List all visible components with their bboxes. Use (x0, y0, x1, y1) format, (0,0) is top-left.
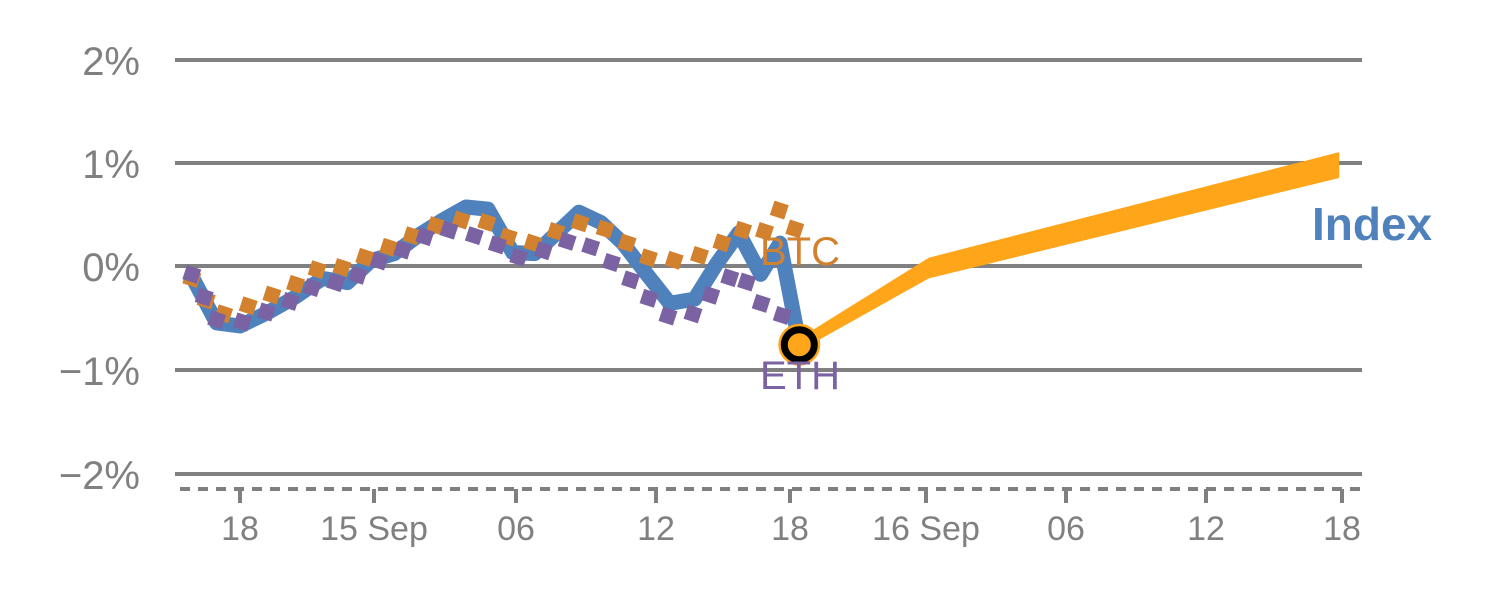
series-dot (262, 285, 282, 305)
ytick-label-minus2pct: −2% (59, 454, 140, 498)
xtick-label-7: 12 (1187, 510, 1225, 548)
series-dot (426, 216, 446, 236)
series-dot (755, 222, 774, 241)
xtick-label-4: 18 (771, 510, 809, 548)
marker-ring (780, 326, 818, 364)
series-dot (355, 247, 375, 267)
ytick-label-minus1pct: −1% (59, 350, 140, 394)
xtick-label-3: 12 (637, 510, 675, 548)
eth-label: ETH (760, 354, 840, 398)
series-dot (393, 240, 413, 260)
series-dot (369, 251, 389, 271)
series-dot (415, 227, 435, 247)
series-dot (621, 270, 641, 290)
series-dot (785, 219, 805, 239)
series-dot (477, 212, 497, 232)
series-dot (638, 248, 658, 268)
series-dot (487, 235, 507, 255)
series-dot (617, 233, 637, 253)
series-dot (658, 306, 678, 326)
series-dot (439, 220, 459, 240)
series-dot (683, 304, 703, 324)
forecast-origin-marker (778, 323, 821, 366)
xtick-label-0: 18 (221, 510, 259, 548)
xtick-label-5: 16 Sep (872, 510, 980, 548)
x-axis-group: 18 15 Sep 06 12 18 16 Sep 06 12 18 (180, 487, 1362, 548)
series-dot (194, 287, 214, 307)
series-dot (601, 253, 621, 272)
xtick-label-1: 15 Sep (320, 510, 428, 548)
ytick-label-2pct: 2% (82, 40, 140, 84)
xtick-label-6: 06 (1047, 510, 1085, 548)
ytick-label-1pct: 1% (82, 143, 140, 187)
series-dot (302, 278, 322, 298)
series-dot (256, 302, 276, 322)
series-dot (557, 231, 577, 251)
series-dot (595, 219, 615, 239)
series-dot (701, 285, 721, 305)
series-dot (286, 274, 306, 294)
series-dot (326, 273, 346, 293)
series-dot (533, 241, 553, 261)
series-dot (509, 247, 529, 267)
series-dot (690, 245, 709, 265)
series-dot (664, 250, 684, 270)
series-dot (772, 305, 792, 325)
index-label: Index (1312, 198, 1433, 250)
forecast-band (799, 152, 1340, 351)
series-dot (348, 265, 368, 285)
xtick-label-2: 06 (497, 510, 535, 548)
series-dot (332, 258, 352, 278)
series-dot (207, 310, 227, 330)
series-dot (379, 237, 399, 257)
series-dot (712, 233, 732, 253)
series-dot (182, 264, 202, 284)
x-axis-tickmarks (238, 489, 1344, 503)
series-dot (639, 288, 659, 308)
series-dot (546, 221, 566, 241)
series-dots-btc (182, 200, 805, 324)
y-axis-tick-labels: 2% 1% 0% −1% −2% (59, 40, 140, 498)
series-dot (232, 312, 252, 332)
series-dot (570, 213, 590, 233)
series-dot (733, 220, 753, 240)
series-dot (464, 226, 484, 246)
xtick-label-8: 18 (1323, 510, 1361, 548)
x-axis-tick-labels: 18 15 Sep 06 12 18 16 Sep 06 12 18 (221, 510, 1361, 548)
series-dot (769, 200, 789, 220)
series-dot (581, 237, 601, 257)
series-line-index (184, 199, 807, 352)
series-dot (307, 260, 327, 280)
btc-label: BTC (760, 230, 840, 274)
ytick-label-0pct: 0% (82, 246, 140, 290)
series-dot (751, 293, 771, 313)
series-dot (737, 272, 757, 292)
series-dot (238, 296, 258, 316)
series-dot (280, 291, 300, 311)
series-dot (720, 268, 740, 288)
